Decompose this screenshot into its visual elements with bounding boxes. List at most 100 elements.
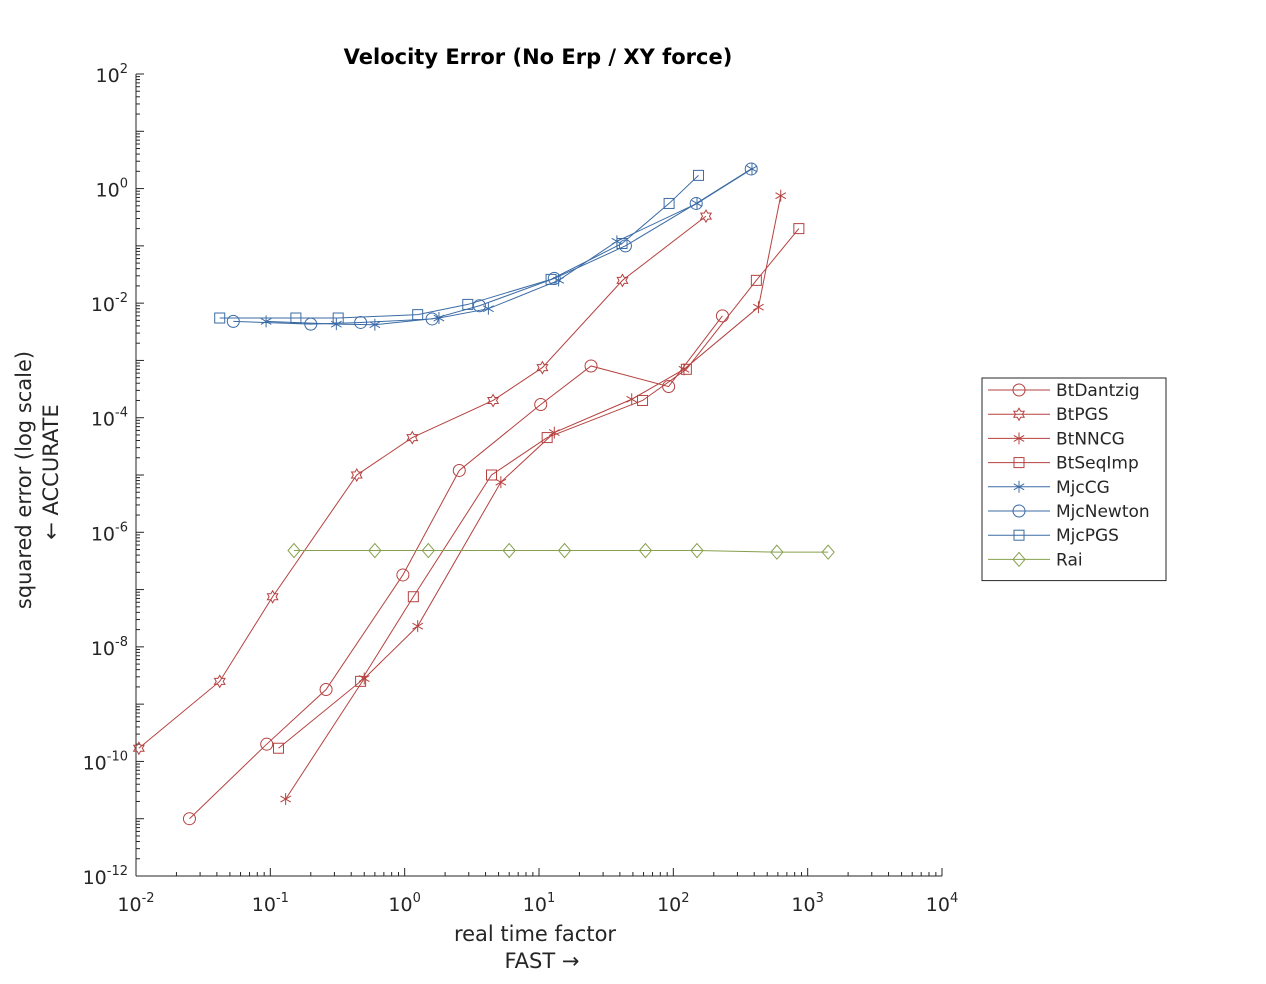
series-rai — [287, 542, 835, 560]
legend: BtDantzig BtPGS BtNNCG BtSeqImp MjcCG MjcNewt… — [981, 377, 1167, 582]
series-line-btpgs — [138, 215, 707, 749]
data-point-rai — [287, 542, 301, 559]
data-point-btseqimp — [637, 394, 649, 406]
data-point-mjcnewton — [226, 314, 240, 328]
legend-swatch-marker — [1013, 480, 1025, 493]
x-tick-label: 102 — [657, 891, 689, 916]
legend-entry-mjcnewton: MjcNewton — [988, 502, 1150, 522]
legend-label: Rai — [1056, 550, 1083, 570]
legend-entry-mjcpgs: MjcPGS — [988, 526, 1119, 546]
data-point-mjcpgs — [412, 309, 424, 321]
data-point-btpgs — [132, 741, 145, 756]
data-point-mjcnewton — [425, 312, 439, 326]
data-point-btnncg — [626, 393, 638, 406]
y-tick-label: 10-6 — [91, 520, 128, 545]
y-tick-label: 100 — [96, 177, 128, 202]
data-point-btpgs — [406, 430, 419, 445]
data-point-mjcpgs — [545, 273, 557, 285]
y-axis-sublabel: ← ACCURATE — [39, 404, 63, 540]
data-point-btdantzig — [534, 398, 548, 412]
legend-label: BtPGS — [1056, 405, 1109, 425]
legend-entry-btpgs: BtPGS — [988, 405, 1109, 425]
series-line-btdantzig — [189, 315, 723, 820]
legend-entry-btseqimp: BtSeqImp — [988, 454, 1139, 474]
legend-label: MjcPGS — [1056, 526, 1119, 546]
data-point-rai — [557, 542, 572, 559]
legend-label: BtNNCG — [1056, 429, 1125, 449]
data-point-btnncg — [280, 793, 292, 806]
data-point-mjccg — [260, 315, 272, 328]
legend-swatch-marker — [1013, 432, 1025, 445]
plot-area — [136, 74, 942, 876]
data-point-rai — [502, 542, 516, 559]
y-tick-label: 10-12 — [83, 864, 128, 889]
legend-entry-btdantzig: BtDantzig — [988, 381, 1140, 401]
data-point-rai — [368, 542, 382, 559]
legend-swatch-marker — [1012, 383, 1026, 397]
x-tick-label: 10-1 — [252, 891, 289, 916]
data-point-mjcnewton — [618, 239, 632, 253]
legend-box — [981, 377, 1167, 582]
data-point-btnncg — [548, 426, 560, 439]
data-point-btdantzig — [319, 683, 333, 697]
legend-swatch-marker — [1012, 551, 1026, 568]
data-point-btdantzig — [182, 812, 196, 826]
data-point-mjcpgs — [332, 312, 344, 324]
x-tick-label: 101 — [523, 891, 555, 916]
axes: 10-2 10-1 100 101 102 103 104 10-12 10-10 10-8 10-… — [83, 62, 959, 916]
series-btseqimp — [272, 223, 805, 754]
y-tick-label: 10-4 — [91, 406, 128, 431]
y-tick-label: 10-8 — [91, 635, 128, 660]
data-point-mjcnewton — [472, 299, 486, 313]
y-axis-label: squared error (log scale) — [12, 351, 36, 609]
legend-swatch-marker — [1013, 457, 1025, 469]
data-point-btpgs — [350, 468, 363, 482]
data-point-mjcpgs — [616, 237, 628, 249]
plot-background — [136, 74, 942, 876]
legend-swatch-marker — [1013, 529, 1025, 541]
legend-entry-mjccg: MjcCG — [988, 478, 1110, 498]
data-point-mjcpgs — [693, 169, 705, 181]
data-point-btseqimp — [486, 469, 498, 481]
series-btpgs — [132, 209, 713, 756]
series-line-btseqimp — [278, 228, 800, 749]
data-point-btpgs — [699, 209, 713, 224]
legend-label: BtSeqImp — [1056, 454, 1139, 474]
data-point-btseqimp — [793, 223, 805, 235]
data-point-mjcpgs — [290, 312, 302, 324]
series-line-rai — [293, 550, 829, 553]
data-point-btseqimp — [680, 363, 692, 375]
data-point-btnncg — [412, 620, 424, 633]
legend-swatch-marker — [1012, 504, 1026, 518]
data-point-rai — [821, 544, 835, 560]
x-tick-label: 104 — [926, 891, 958, 916]
legend-entry-rai: Rai — [988, 550, 1083, 570]
y-tick-label: 10-10 — [83, 749, 128, 774]
legend-swatch-marker — [1012, 407, 1026, 422]
data-point-btdantzig — [584, 359, 598, 373]
data-point-btseqimp — [541, 432, 553, 444]
data-point-btpgs — [213, 674, 226, 689]
data-point-mjccg — [369, 318, 381, 331]
data-point-btseqimp — [407, 591, 419, 603]
data-point-btnncg — [752, 301, 764, 314]
legend-label: MjcCG — [1056, 478, 1110, 498]
data-point-btnncg — [775, 189, 787, 202]
y-tick-label: 10-2 — [91, 291, 128, 316]
x-axis-sublabel: FAST → — [505, 949, 580, 973]
legend-label: BtDantzig — [1056, 381, 1140, 401]
data-point-rai — [690, 542, 704, 559]
legend-label: MjcNewton — [1056, 502, 1150, 522]
x-tick-label: 10-2 — [117, 891, 154, 916]
x-axis-label: real time factor — [454, 922, 616, 946]
data-point-btpgs — [486, 393, 500, 408]
data-point-rai — [638, 542, 653, 559]
data-point-mjcpgs — [214, 312, 226, 324]
series-mjcpgs — [214, 169, 705, 324]
data-point-mjcnewton — [689, 196, 703, 210]
series-layer — [132, 162, 835, 826]
data-point-mjcnewton — [354, 315, 368, 329]
data-point-mjcpgs — [663, 197, 675, 209]
data-point-rai — [770, 544, 784, 560]
